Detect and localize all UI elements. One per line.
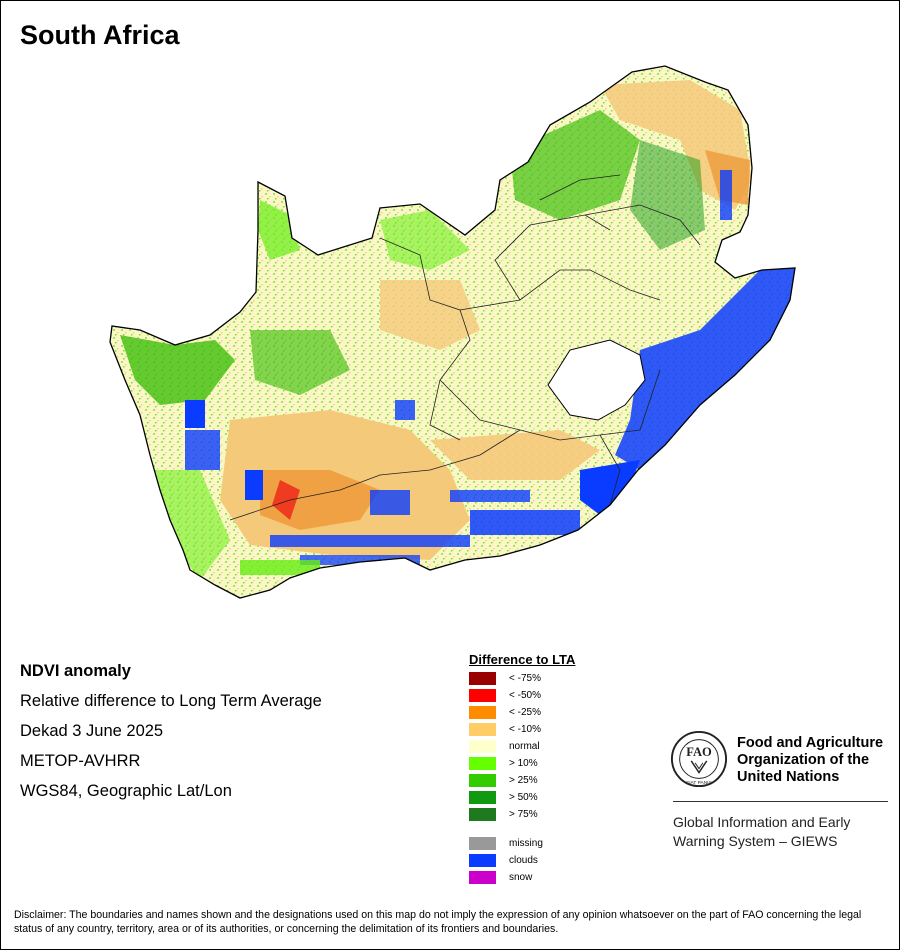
legend-label: > 75% — [509, 809, 538, 820]
fao-logo-letters: FAO — [686, 745, 712, 759]
fao-name-line1: Food and Agriculture — [737, 735, 884, 751]
giews-line1: Global Information and Early — [673, 814, 851, 830]
legend-swatch — [469, 672, 496, 685]
legend-item: missing — [469, 837, 639, 851]
legend-label: missing — [509, 838, 543, 849]
legend-item: < -10% — [469, 723, 639, 737]
legend-swatch — [469, 740, 496, 753]
projection: WGS84, Geographic Lat/Lon — [20, 782, 232, 800]
legend-item: > 10% — [469, 757, 639, 771]
legend-swatch — [469, 723, 496, 736]
product-name: NDVI anomaly — [20, 662, 131, 680]
fao-name-line3: United Nations — [737, 769, 840, 785]
legend-item: < -25% — [469, 706, 639, 720]
legend-swatch — [469, 854, 496, 867]
legend-label: < -50% — [509, 690, 541, 701]
legend-label: > 50% — [509, 792, 538, 803]
legend-swatch — [469, 808, 496, 821]
legend-item: < -75% — [469, 672, 639, 686]
legend-label: snow — [509, 872, 533, 883]
legend-swatch — [469, 706, 496, 719]
product-description: Relative difference to Long Term Average — [20, 692, 322, 710]
sensor-name: METOP-AVHRR — [20, 752, 141, 770]
legend-label: clouds — [509, 855, 538, 866]
fao-name: Food and Agriculture Organization of the… — [737, 735, 897, 786]
legend-swatch — [469, 837, 496, 850]
legend-swatch — [469, 757, 496, 770]
legend-item: > 25% — [469, 774, 639, 788]
legend-label: normal — [509, 741, 540, 752]
legend-item: > 75% — [469, 808, 639, 822]
giews-name: Global Information and Early Warning Sys… — [673, 813, 888, 851]
legend-swatch — [469, 791, 496, 804]
legend-item: snow — [469, 871, 639, 885]
map-title: South Africa — [20, 20, 180, 50]
fao-logo: FAO FIAT PANIS — [670, 730, 728, 788]
legend-label: < -75% — [509, 673, 541, 684]
legend-label: < -10% — [509, 724, 541, 735]
fao-logo-motto: FIAT PANIS — [686, 780, 712, 786]
giews-line2: Warning System – GIEWS — [673, 833, 838, 849]
legend-swatch — [469, 774, 496, 787]
anomaly-raster — [110, 66, 795, 598]
legend-item: clouds — [469, 854, 639, 868]
map-info-block: NDVI anomaly Relative difference to Long… — [20, 656, 322, 806]
legend-item: < -50% — [469, 689, 639, 703]
legend-item: > 50% — [469, 791, 639, 805]
legend-swatch — [469, 689, 496, 702]
ndvi-anomaly-map — [109, 65, 796, 599]
disclaimer: Disclaimer: The boundaries and names sho… — [14, 909, 862, 935]
legend-label: < -25% — [509, 707, 541, 718]
legend-label: > 10% — [509, 758, 538, 769]
legend-item: normal — [469, 740, 639, 754]
legend-swatch — [469, 871, 496, 884]
legend: Difference to LTA < -75% < -50% < -25% < -1… — [469, 652, 639, 884]
legend-title: Difference to LTA — [469, 652, 576, 667]
time-period: Dekad 3 June 2025 — [20, 722, 164, 740]
south-africa-outline — [109, 65, 796, 599]
legend-label: > 25% — [509, 775, 538, 786]
province-boundaries — [229, 174, 701, 521]
fao-name-line2: Organization of the — [737, 752, 870, 768]
divider — [673, 801, 888, 802]
lesotho-area — [547, 339, 646, 421]
